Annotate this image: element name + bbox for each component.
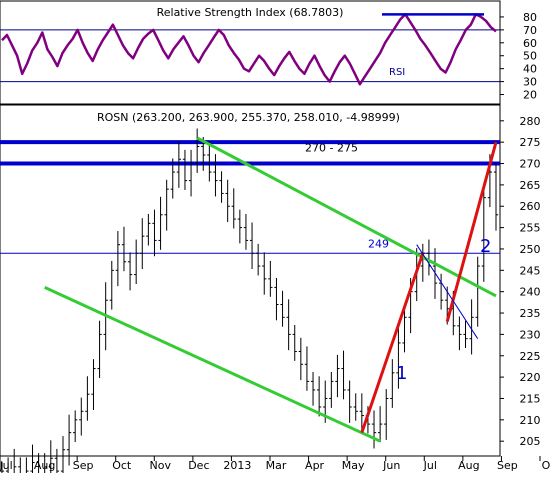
price-y-axis: 205 210 215 220 225 230 235 240 245 250 255 260 265 2… [500, 115, 541, 448]
wave-trend-line [416, 244, 479, 339]
price-y-tick-label: 250 [520, 243, 541, 256]
x-tick-label: Sep [497, 459, 518, 472]
rsi-y-tick-label: 20 [523, 89, 537, 102]
x-tick-label: May [342, 459, 365, 472]
price-y-tick-label: 220 [520, 371, 541, 384]
rsi-y-tick-label: 60 [523, 37, 537, 50]
price-y-tick-label: 275 [520, 136, 541, 149]
x-tick-label: O [542, 459, 551, 472]
x-tick-label: Apr [305, 459, 325, 472]
price-title: ROSN (263.200, 263.900, 255.370, 258.010… [97, 111, 400, 124]
price-y-tick-label: 230 [520, 328, 541, 341]
price-channels [44, 136, 497, 443]
rsi-panel: Relative Strength Index (68.7803) RSI 20… [0, 0, 537, 105]
price-y-tick-label: 265 [520, 179, 541, 192]
rsi-series [1, 13, 497, 86]
price-y-tick-label: 210 [520, 414, 541, 427]
price-y-tick-label: 240 [520, 286, 541, 299]
channel-upper-line [196, 136, 497, 298]
rsi-y-tick-label: 70 [523, 24, 537, 37]
x-tick-label: Jun [382, 459, 400, 472]
rsi-title: Relative Strength Index (68.7803) [157, 6, 344, 19]
x-tick-label: Nov [150, 459, 172, 472]
level-label-249: 249 [368, 238, 389, 251]
rsi-panel-frame [0, 0, 501, 105]
price-panel-frame [0, 104, 501, 457]
rsi-y-tick-label: 80 [523, 11, 537, 24]
price-y-tick-label: 260 [520, 200, 541, 213]
x-tick-label: Oct [112, 459, 132, 472]
x-tick-label: Sep [73, 459, 94, 472]
channel-lower-line [44, 286, 381, 443]
x-tick-label: Jul [0, 459, 13, 472]
price-annotations: 270 - 275 249 1 2 [305, 142, 491, 385]
rsi-line [1, 13, 497, 86]
x-tick-label: Mar [266, 459, 287, 472]
rsi-y-tick-label: 40 [523, 63, 537, 76]
rsi-y-tick-label: 50 [523, 50, 537, 63]
x-tick-label: Aug [458, 459, 479, 472]
price-y-tick-label: 245 [520, 264, 541, 277]
rsi-y-tick-label: 30 [523, 76, 537, 89]
rsi-annotation: RSI [389, 67, 405, 78]
price-trend-lines [360, 141, 498, 434]
level-label-270-275: 270 - 275 [305, 142, 358, 155]
price-y-tick-label: 280 [520, 115, 541, 128]
x-tick-label: 2013 [223, 459, 251, 472]
price-panel: ROSN (263.200, 263.900, 255.370, 258.010… [0, 104, 541, 477]
wave-1-line [360, 252, 425, 434]
x-tick-label: Jul [423, 459, 437, 472]
price-y-tick-label: 255 [520, 222, 541, 235]
price-y-tick-label: 205 [520, 435, 541, 448]
price-y-tick-label: 270 [520, 158, 541, 171]
wave-2-line [445, 141, 498, 322]
x-tick-label: Aug [34, 459, 55, 472]
price-y-tick-label: 215 [520, 392, 541, 405]
price-y-tick-label: 235 [520, 307, 541, 320]
x-tick-label: Dec [188, 459, 209, 472]
price-y-tick-label: 225 [520, 350, 541, 363]
wave-label-1: 1 [396, 363, 407, 384]
wave-label-2: 2 [480, 236, 491, 257]
x-axis: Jul Aug Sep Oct Nov Dec 2013 Mar Apr May Jun Jul Aug… [0, 456, 551, 472]
